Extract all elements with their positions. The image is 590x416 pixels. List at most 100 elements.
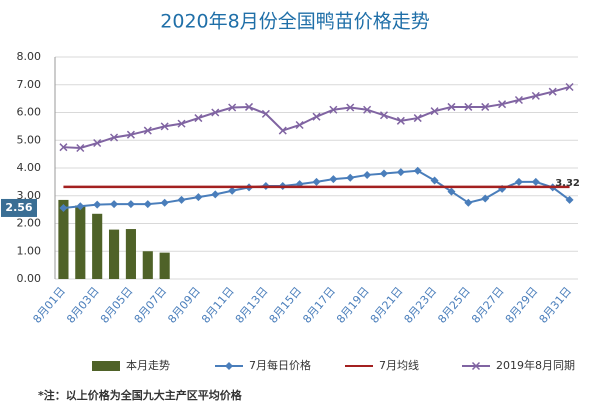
data-label: 3.32 bbox=[555, 178, 580, 189]
marker bbox=[93, 200, 102, 209]
marker bbox=[447, 102, 456, 111]
x-tick-label: 8月29日 bbox=[503, 285, 541, 326]
marker bbox=[514, 95, 523, 105]
marker bbox=[531, 91, 540, 100]
marker bbox=[413, 166, 422, 175]
marker bbox=[278, 126, 287, 135]
legend-swatch bbox=[92, 361, 120, 371]
marker bbox=[228, 186, 237, 195]
marker bbox=[177, 119, 186, 128]
x-tick-label: 8月11日 bbox=[199, 285, 237, 326]
legend-marker bbox=[471, 361, 481, 371]
legend-marker bbox=[225, 362, 233, 370]
x-tick-label: 8月31日 bbox=[537, 285, 575, 326]
y-tick-label: 1.00 bbox=[17, 244, 42, 257]
footnote: *注：以上价格为全国九大主产区平均价格 bbox=[38, 388, 243, 402]
marker bbox=[228, 103, 237, 112]
marker bbox=[346, 173, 355, 182]
marker bbox=[346, 103, 355, 112]
marker bbox=[160, 122, 169, 131]
legend-label: 2019年8月同期 bbox=[496, 358, 575, 372]
line bbox=[63, 169, 571, 209]
x-tick-label: 8月05日 bbox=[98, 285, 136, 326]
marker bbox=[312, 112, 321, 121]
legend-label: 7月均线 bbox=[379, 358, 419, 372]
marker bbox=[194, 114, 203, 123]
marker bbox=[194, 193, 203, 202]
x-tick-label: 8月09日 bbox=[165, 285, 203, 326]
legend-label: 7月每日价格 bbox=[249, 358, 311, 372]
marker bbox=[143, 200, 152, 209]
x-tick-label: 8月15日 bbox=[267, 285, 305, 326]
y-tick-label: 2.00 bbox=[17, 217, 42, 230]
marker bbox=[244, 102, 254, 111]
marker bbox=[464, 198, 473, 207]
marker bbox=[464, 102, 473, 111]
data-label: 2.56 bbox=[5, 201, 32, 214]
y-tick-label: 3.00 bbox=[17, 189, 42, 202]
marker bbox=[481, 194, 490, 203]
marker bbox=[363, 105, 372, 114]
marker bbox=[379, 169, 388, 178]
marker bbox=[126, 200, 135, 209]
marker bbox=[295, 120, 304, 130]
marker bbox=[261, 109, 270, 118]
marker bbox=[211, 108, 220, 117]
y-tick-label: 7.00 bbox=[17, 78, 42, 91]
x-tick-label: 8月21日 bbox=[368, 285, 406, 326]
marker bbox=[93, 138, 102, 148]
bar bbox=[142, 251, 153, 279]
marker bbox=[59, 203, 68, 212]
marker bbox=[110, 133, 119, 142]
marker bbox=[312, 177, 321, 186]
marker bbox=[396, 168, 405, 177]
marker bbox=[548, 87, 557, 96]
marker bbox=[396, 116, 405, 125]
marker bbox=[498, 100, 507, 109]
marker bbox=[363, 170, 372, 179]
marker bbox=[447, 187, 456, 196]
y-tick-label: 0.00 bbox=[17, 272, 42, 285]
x-tick-label: 8月19日 bbox=[334, 285, 372, 326]
marker bbox=[565, 82, 574, 92]
marker bbox=[329, 105, 338, 114]
bar bbox=[125, 229, 136, 279]
x-tick-label: 8月03日 bbox=[64, 285, 102, 326]
bar bbox=[58, 199, 69, 279]
chart-title: 2020年8月份全国鸭苗价格走势 bbox=[160, 11, 429, 33]
marker bbox=[76, 202, 85, 211]
bar bbox=[159, 252, 170, 279]
marker bbox=[126, 130, 135, 139]
y-tick-label: 4.00 bbox=[17, 161, 42, 174]
bar bbox=[92, 213, 103, 279]
marker bbox=[531, 177, 540, 186]
marker bbox=[160, 198, 169, 207]
x-tick-label: 8月01日 bbox=[30, 285, 68, 326]
bar bbox=[75, 205, 86, 279]
x-tick-label: 8月23日 bbox=[402, 285, 440, 326]
x-tick-label: 8月17日 bbox=[300, 285, 338, 326]
bar bbox=[108, 229, 120, 279]
marker bbox=[59, 143, 68, 152]
y-tick-label: 6.00 bbox=[17, 106, 42, 119]
y-tick-label: 5.00 bbox=[17, 133, 42, 146]
x-tick-label: 8月07日 bbox=[132, 285, 170, 326]
x-tick-label: 8月13日 bbox=[233, 285, 271, 326]
marker bbox=[211, 190, 220, 199]
x-tick-label: 8月27日 bbox=[469, 285, 507, 326]
y-tick-label: 8.00 bbox=[17, 50, 42, 63]
marker bbox=[110, 200, 119, 209]
x-tick-label: 8月25日 bbox=[435, 285, 473, 326]
marker bbox=[379, 111, 389, 120]
marker bbox=[430, 176, 439, 185]
marker bbox=[430, 107, 439, 116]
marker bbox=[76, 143, 85, 153]
marker bbox=[514, 177, 523, 186]
data-label-box bbox=[1, 198, 37, 217]
marker bbox=[413, 114, 422, 123]
legend-label: 本月走势 bbox=[126, 358, 170, 372]
marker bbox=[481, 102, 490, 111]
marker bbox=[143, 126, 152, 135]
marker bbox=[177, 195, 186, 204]
